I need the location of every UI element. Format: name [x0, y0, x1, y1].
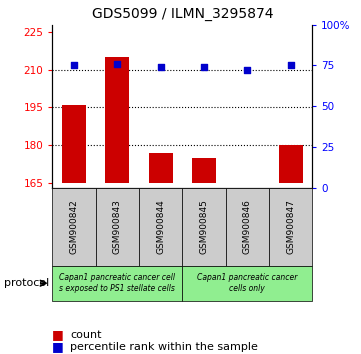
Bar — [149, 153, 173, 183]
Bar — [105, 57, 129, 183]
Title: GDS5099 / ILMN_3295874: GDS5099 / ILMN_3295874 — [92, 7, 273, 21]
Text: GSM900843: GSM900843 — [113, 199, 122, 254]
Point — [244, 68, 250, 73]
Text: GSM900845: GSM900845 — [200, 199, 208, 254]
Bar — [192, 158, 216, 183]
Point — [158, 64, 164, 70]
Text: ■: ■ — [52, 328, 64, 341]
Point — [288, 63, 293, 68]
Point — [71, 63, 77, 68]
Text: GSM900844: GSM900844 — [156, 199, 165, 254]
Text: Capan1 pancreatic cancer cell
s exposed to PS1 stellate cells: Capan1 pancreatic cancer cell s exposed … — [59, 274, 175, 293]
Text: percentile rank within the sample: percentile rank within the sample — [70, 342, 258, 352]
Text: GSM900846: GSM900846 — [243, 199, 252, 254]
Text: GSM900847: GSM900847 — [286, 199, 295, 254]
Point — [201, 64, 207, 70]
Text: ■: ■ — [52, 341, 64, 353]
Point — [114, 61, 120, 67]
Bar — [279, 145, 303, 183]
Text: count: count — [70, 330, 102, 339]
Text: GSM900842: GSM900842 — [70, 199, 78, 254]
Bar — [62, 105, 86, 183]
Text: protocol: protocol — [4, 278, 49, 288]
Text: Capan1 pancreatic cancer
cells only: Capan1 pancreatic cancer cells only — [197, 274, 297, 293]
